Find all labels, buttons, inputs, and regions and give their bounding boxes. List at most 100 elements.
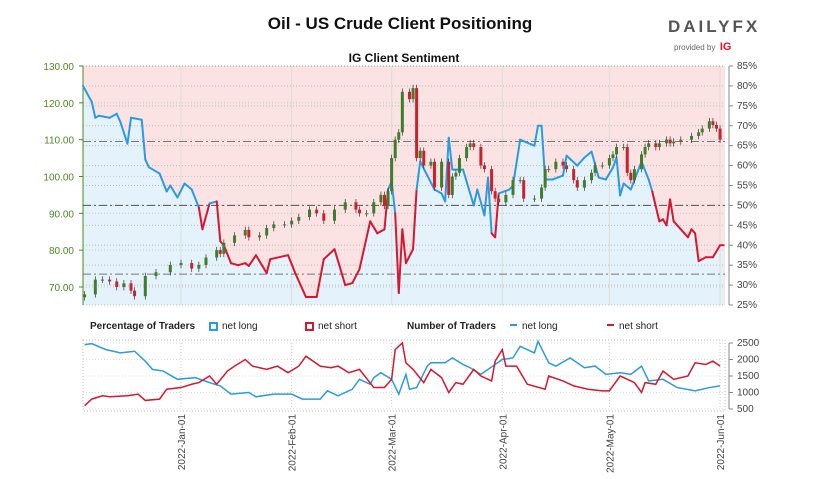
price-candle	[679, 139, 683, 142]
price-candle	[168, 264, 172, 273]
left-axis-label: 70.00	[49, 283, 74, 294]
sentiment-line-segment	[622, 182, 632, 191]
price-candle	[415, 88, 419, 159]
right-axis-label: 25%	[737, 300, 757, 311]
sentiment-line-segment	[376, 228, 386, 235]
price-candle	[590, 172, 594, 181]
sentiment-line-segment	[476, 188, 486, 217]
sentiment-line-segment	[333, 248, 347, 287]
price-candle	[308, 209, 312, 218]
sentiment-line-segment	[419, 160, 436, 191]
sentiment-line-segment	[672, 220, 686, 235]
sentiment-line-segment	[351, 268, 361, 285]
sentiment-line-segment	[208, 200, 218, 205]
logo-provided-by: provided by	[674, 43, 716, 52]
left-axis-label: 100.00	[43, 173, 74, 184]
right-axis-label: 75%	[737, 101, 757, 112]
right-axis-label: 65%	[737, 141, 757, 152]
x-axis-label: 2022-Jun-01	[716, 414, 727, 471]
net-short-traders-line	[84, 341, 721, 407]
price-candle	[532, 198, 536, 200]
sentiment-line-segment	[344, 282, 354, 287]
traders-axis-label: 1000	[737, 388, 760, 399]
x-axis-label: 2022-Jan-01	[177, 414, 188, 471]
net-long-dash-icon	[510, 324, 517, 326]
price-candle	[697, 132, 701, 136]
price-candle	[393, 139, 397, 159]
price-candle	[707, 121, 711, 129]
price-candle	[382, 194, 386, 206]
right-axis-label: 30%	[737, 280, 757, 291]
sentiment-line-segment	[576, 156, 586, 167]
price-candle	[625, 147, 629, 173]
left-axis-label: 120.00	[43, 99, 74, 110]
price-candle	[511, 180, 515, 195]
net-short-dash-icon	[607, 324, 614, 326]
traders-axis-label: 1500	[737, 371, 760, 382]
price-candle	[418, 150, 422, 159]
sentiment-line-segment	[497, 188, 511, 195]
x-axis-label: 2022-Apr-01	[498, 414, 509, 470]
price-candle	[607, 158, 611, 166]
price-candle	[407, 91, 411, 100]
left-axis-label: 90.00	[49, 209, 74, 220]
sentiment-line-segment	[619, 182, 625, 197]
price-candle	[593, 165, 597, 173]
sentiment-line-segment	[183, 182, 193, 191]
price-candle	[522, 180, 526, 199]
sentiment-line-segment	[82, 84, 93, 103]
sentiment-line-segment	[287, 254, 297, 275]
right-axis-label: 45%	[737, 220, 757, 231]
price-candle	[482, 165, 486, 170]
sentiment-line-segment	[444, 136, 450, 203]
sentiment-line-segment	[397, 228, 404, 295]
left-axis-label: 80.00	[49, 246, 74, 257]
price-candle	[454, 172, 458, 177]
sentiment-line-segment	[519, 138, 536, 147]
price-candle	[372, 202, 376, 214]
x-axis-label: 2022-Feb-01	[288, 414, 299, 472]
price-candle	[190, 263, 194, 269]
price-candle	[572, 169, 576, 181]
sentiment-line-segment	[665, 198, 672, 227]
net-long-square-icon	[209, 322, 218, 331]
logo-brand: DAILYFX	[668, 17, 761, 36]
sentiment-line-segment	[97, 114, 111, 119]
x-axis-label: 2022-Mar-01	[388, 414, 399, 472]
sentiment-line-segment	[615, 156, 622, 197]
traders-axis-label: 2500	[737, 338, 760, 349]
legend-pct-title: Percentage of Traders	[90, 321, 196, 332]
price-candle	[629, 172, 633, 181]
sentiment-line-segment	[533, 124, 539, 147]
sentiment-line-segment	[108, 112, 118, 119]
right-axis-label: 80%	[737, 81, 757, 92]
sentiment-line-segment	[711, 244, 722, 259]
price-candle	[450, 176, 454, 195]
sentiment-line-segment	[369, 220, 379, 235]
price-candle	[358, 209, 361, 214]
net-short-square-icon	[305, 322, 314, 331]
price-candle	[265, 228, 269, 236]
sentiment-line-segment	[269, 254, 290, 261]
sentiment-line-segment	[651, 190, 661, 223]
sentiment-line-segment	[394, 212, 400, 295]
price-candle	[493, 191, 497, 199]
sentiment-line-segment	[472, 188, 479, 207]
price-candle	[640, 154, 644, 170]
price-candle	[647, 143, 651, 148]
price-candle	[333, 209, 337, 221]
sentiment-line-segment	[583, 150, 593, 159]
legend-pct-short: net short	[305, 321, 357, 332]
price-candle	[365, 213, 369, 215]
sentiment-line-segment	[512, 138, 522, 187]
price-candle	[258, 235, 262, 238]
price-candle	[247, 229, 251, 238]
sentiment-line-segment	[551, 174, 564, 181]
sentiment-line-segment	[265, 258, 272, 275]
price-candle	[465, 147, 469, 159]
sentiment-line-segment	[597, 176, 607, 181]
sentiment-line-segment	[201, 202, 211, 231]
price-candle	[457, 158, 461, 173]
price-candle	[518, 180, 522, 182]
sentiment-line-segment	[90, 100, 97, 119]
